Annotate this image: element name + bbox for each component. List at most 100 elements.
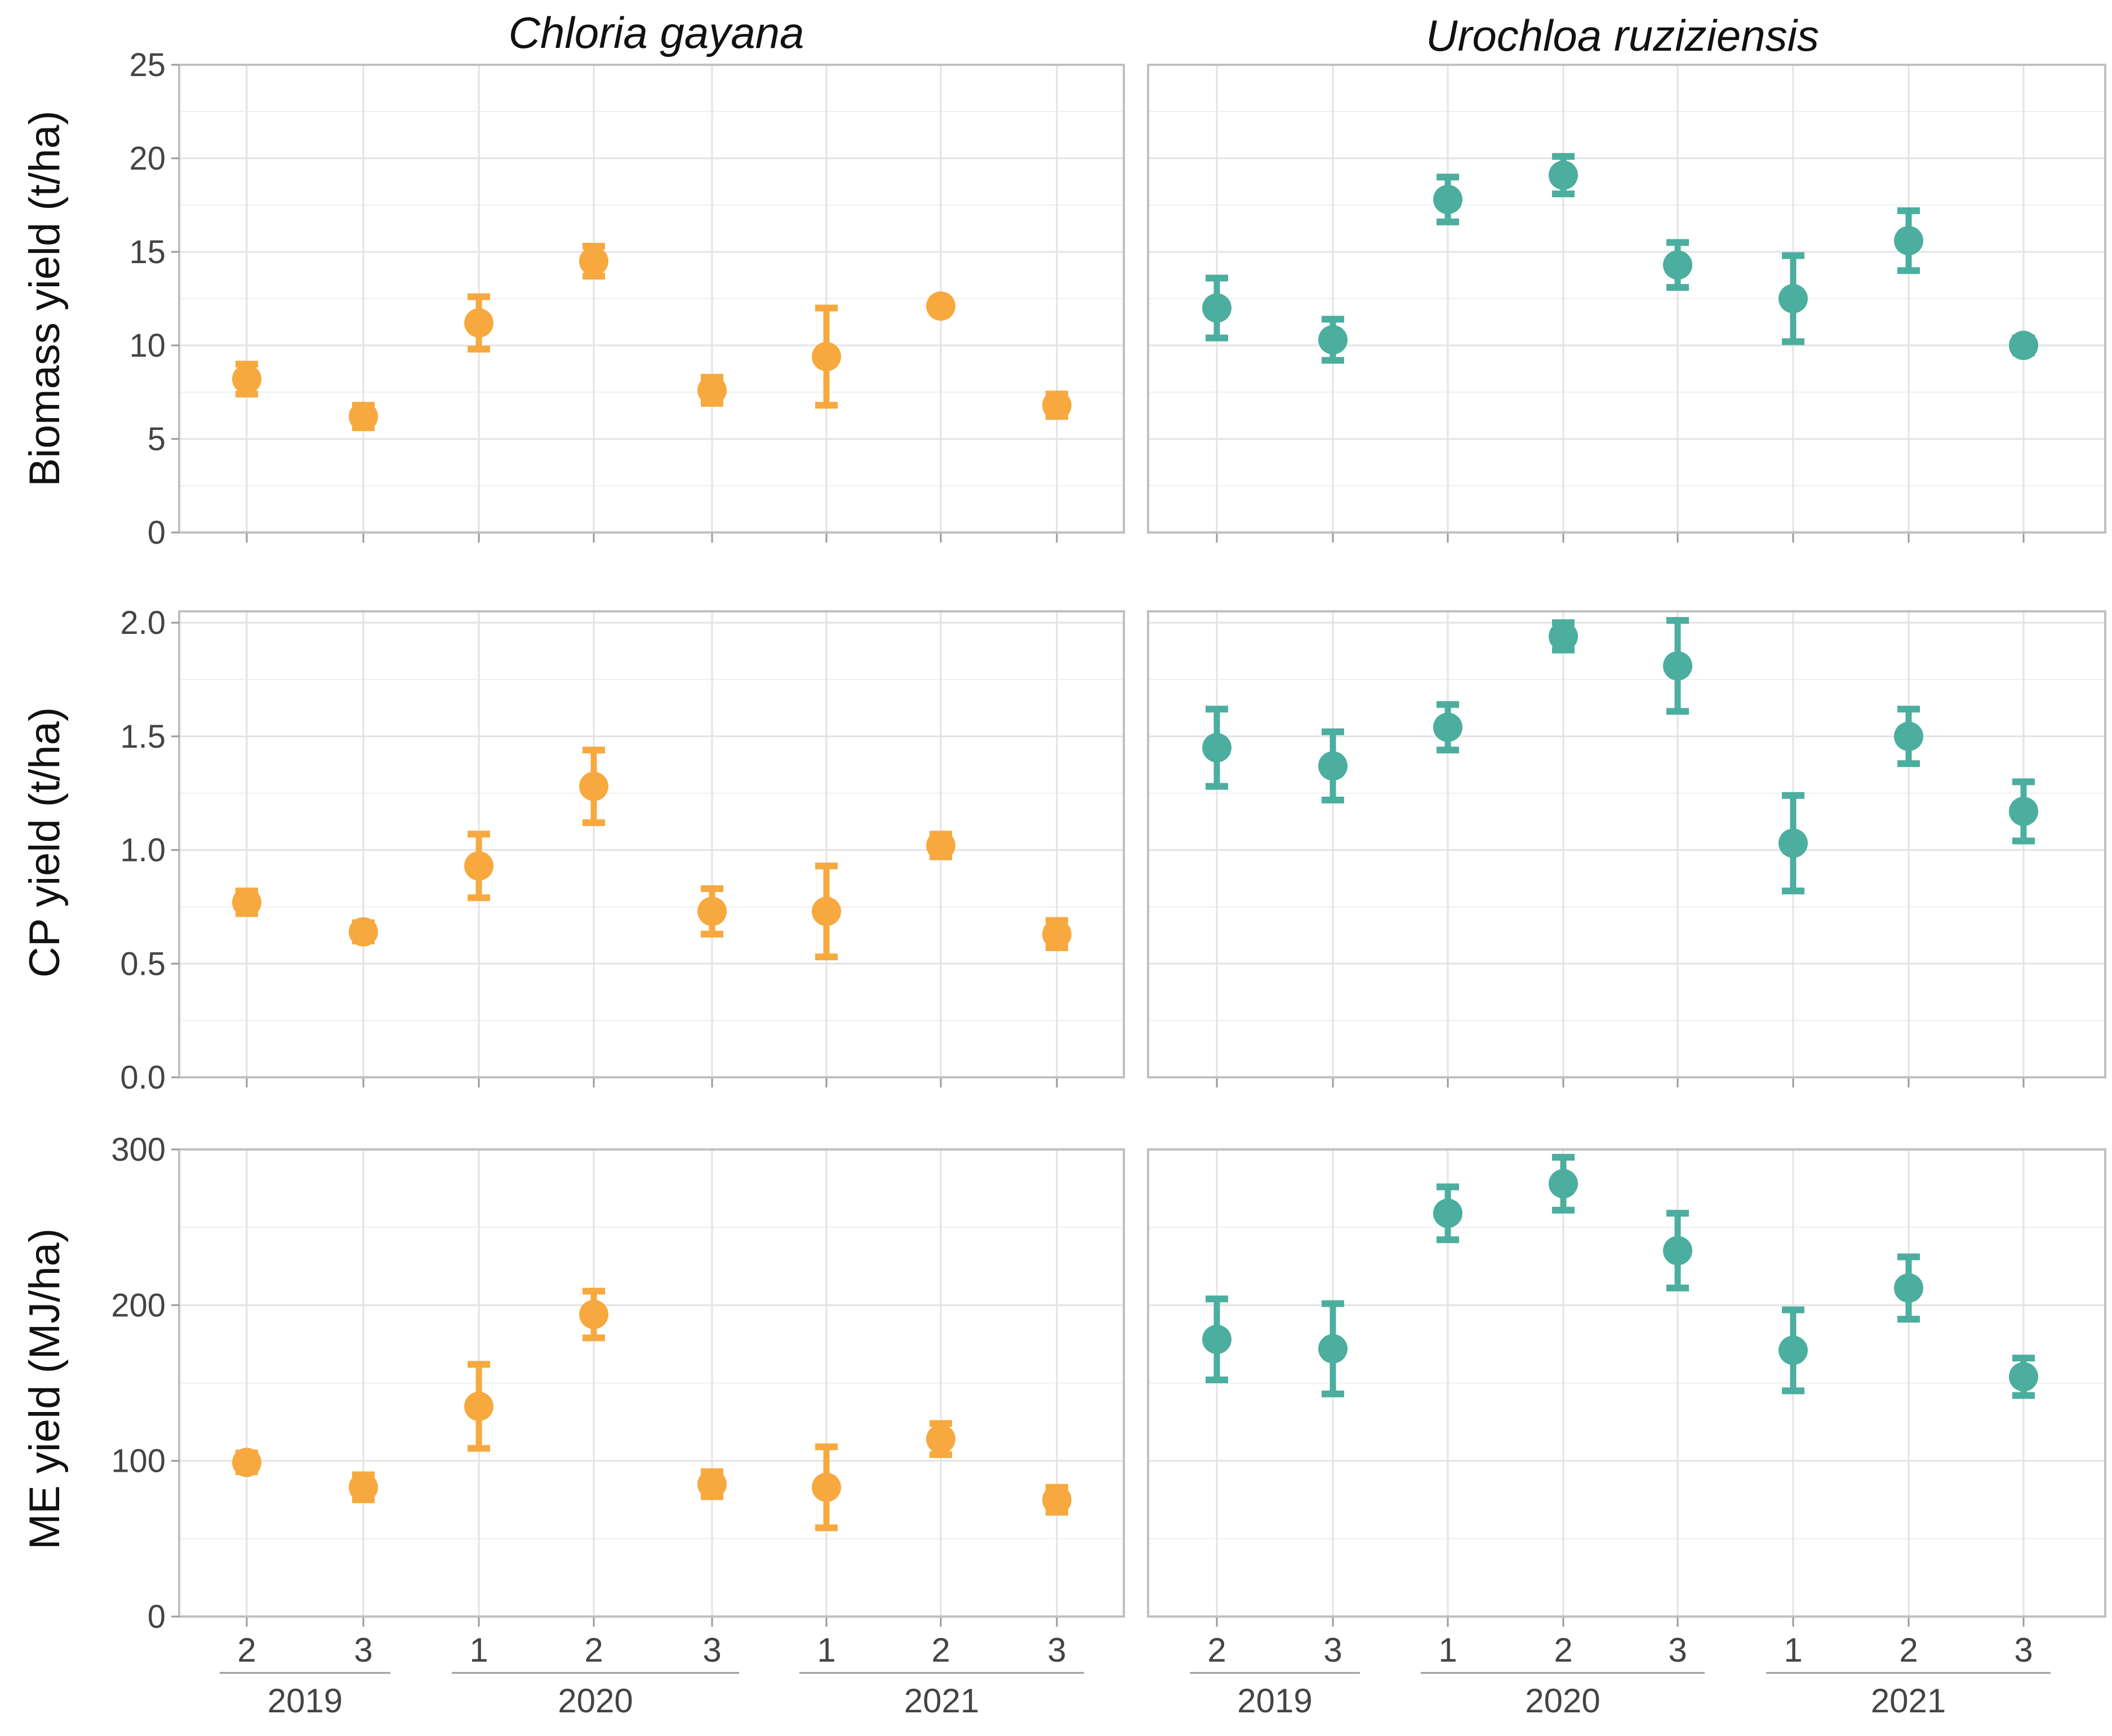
y-tick-label: 0.0 [120, 1059, 166, 1096]
data-point [464, 308, 493, 338]
y-tick-label: 0 [148, 1599, 166, 1635]
data-point [1894, 1273, 1923, 1303]
data-point-group [2009, 1355, 2038, 1399]
panel-2-1 [1147, 1148, 2106, 1627]
data-point-group [232, 887, 261, 917]
data-point-group [2009, 778, 2038, 845]
data-point-group [1433, 174, 1462, 225]
x-tick-label: 3 [702, 1631, 721, 1669]
y-tick-label: 20 [129, 140, 166, 177]
column-title-urochloa: Urochloa ruziziensis [1426, 11, 1819, 60]
data-point-group [1549, 619, 1578, 654]
x-tick-label: 2 [584, 1631, 603, 1669]
y-tick-label: 0.5 [120, 945, 166, 982]
data-point [1202, 293, 1231, 323]
data-point [812, 1472, 841, 1502]
data-point [1663, 250, 1692, 280]
data-point-group [926, 1420, 955, 1458]
data-point [1894, 721, 1923, 751]
data-point [1042, 919, 1071, 949]
data-point [697, 375, 727, 405]
panel-0-0: 0 5 10 15 20 25 [129, 47, 1125, 551]
year-label: 2021 [1871, 1682, 1946, 1720]
data-point [1042, 390, 1071, 420]
data-point [1318, 1334, 1348, 1364]
data-point-group [1778, 252, 1808, 345]
year-label: 2019 [268, 1682, 343, 1720]
data-point [232, 887, 261, 917]
x-tick-label: 1 [1438, 1631, 1457, 1669]
data-point-group [1202, 705, 1231, 790]
y-tick-label: 200 [111, 1287, 166, 1324]
y-tick-label: 0 [148, 514, 166, 551]
panel-0-1 [1147, 64, 2106, 543]
data-point [1042, 1485, 1071, 1515]
data-point-group [812, 304, 841, 409]
data-point [232, 1448, 261, 1477]
data-point [926, 1424, 955, 1454]
data-point [1202, 733, 1231, 763]
data-point [926, 291, 955, 321]
data-point [464, 851, 493, 881]
data-point-group [579, 747, 608, 827]
data-point [1663, 651, 1692, 681]
data-point-group [1663, 1210, 1692, 1291]
year-label: 2021 [904, 1682, 979, 1720]
data-point [926, 831, 955, 860]
data-point [232, 364, 261, 394]
x-axis-0: 2 3 1 2 3 1 2 3 2019 2020 2021 [220, 1631, 1084, 1720]
data-point-group [812, 1443, 841, 1531]
data-point [579, 771, 608, 801]
data-point [349, 1472, 378, 1502]
data-point-group [1318, 316, 1348, 364]
data-point [579, 1299, 608, 1329]
data-point [1778, 284, 1808, 313]
data-point-group [697, 374, 727, 407]
column-title-chloris: Chloria gayana [509, 8, 804, 57]
data-point-group [1202, 274, 1231, 341]
data-point-group [1042, 917, 1071, 952]
data-point-group [926, 291, 955, 321]
data-point [1202, 1325, 1231, 1355]
data-point [2009, 797, 2038, 827]
y-tick-label: 2.0 [120, 605, 166, 641]
y-tick-label: 100 [111, 1443, 166, 1480]
data-point [1663, 1236, 1692, 1266]
data-point-group [1778, 792, 1808, 895]
data-point [1549, 160, 1578, 190]
panel-border [1147, 610, 2106, 1078]
data-point [812, 341, 841, 371]
data-point [697, 896, 727, 926]
panel-border [1147, 64, 2106, 534]
data-point-group [812, 862, 841, 961]
y-tick-label: 10 [129, 327, 166, 364]
data-point [1318, 751, 1348, 781]
x-tick-label: 2 [237, 1631, 256, 1669]
data-point-group [1318, 728, 1348, 803]
panel-border [178, 1148, 1125, 1618]
y-tick-label: 1.0 [120, 832, 166, 869]
data-point [1318, 325, 1348, 355]
panel-border [178, 610, 1125, 1078]
x-tick-label: 2 [1899, 1631, 1918, 1669]
data-point-group [1778, 1306, 1808, 1395]
data-point-group [1433, 1183, 1462, 1244]
data-point-group [579, 1287, 608, 1342]
data-point-group [1663, 617, 1692, 715]
panel-1-1 [1147, 610, 2106, 1087]
data-point-group [579, 243, 608, 280]
data-point [1894, 226, 1923, 256]
data-point-group [1549, 153, 1578, 198]
data-point-group [349, 917, 378, 947]
x-tick-label: 3 [354, 1631, 372, 1669]
x-tick-label: 1 [817, 1631, 835, 1669]
data-point [579, 246, 608, 276]
panel-border [178, 64, 1125, 534]
x-tick-label: 2 [1207, 1631, 1226, 1669]
ylabel-biomass: Biomass yield (t/ha) [21, 110, 69, 486]
data-point [2009, 1362, 2038, 1392]
data-point [464, 1391, 493, 1421]
data-point-group [1318, 1300, 1348, 1397]
data-point [2009, 331, 2038, 360]
x-axis-1: 2 3 1 2 3 1 2 3 2019 2020 2021 [1190, 1631, 2051, 1720]
